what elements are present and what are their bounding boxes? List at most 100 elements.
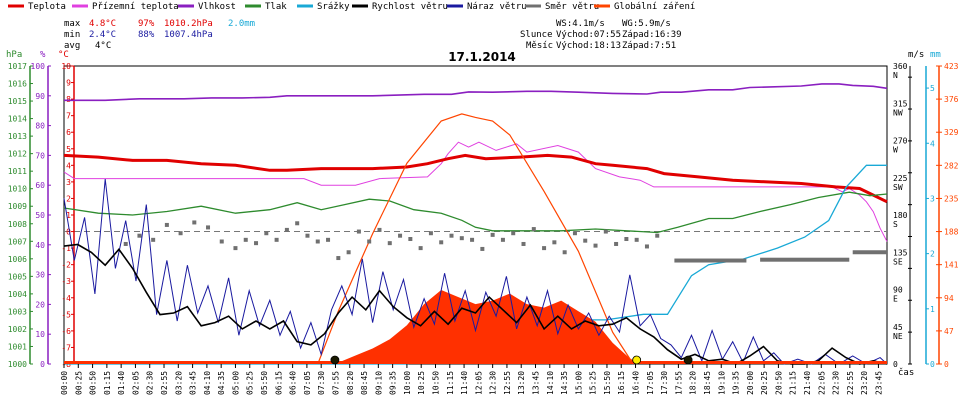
wind-dir-point-43 <box>593 243 598 248</box>
axis-pct-tick-label-7: 30 <box>35 271 45 280</box>
stats-temp-avg: 4°C <box>95 41 111 51</box>
wind-dir-point-48 <box>644 244 649 249</box>
wind-dir-point-42 <box>583 238 588 243</box>
stats-temp-min: 2.4°C <box>89 30 116 40</box>
x-tick-label-37: 15:25 <box>589 371 598 395</box>
unit-degc: °C <box>58 50 69 60</box>
x-tick-label-47: 19:35 <box>732 371 741 395</box>
axis-hpa-tick-label-6: 1011 <box>8 167 27 176</box>
x-tick-label-52: 21:40 <box>803 371 812 395</box>
axis-hpa-tick-label-4: 1013 <box>8 132 27 141</box>
wind-dir-point-4 <box>178 231 183 236</box>
axis-degc-tick-label-8: 2 <box>66 194 71 203</box>
axis-degc-tick-label-6: 4 <box>66 161 71 170</box>
axis-pct-tick-label-1: 90 <box>35 92 45 101</box>
x-tick-label-18: 07:30 <box>317 371 326 395</box>
x-tick-label-49: 20:25 <box>760 371 769 395</box>
wind-dir-point-1 <box>137 233 142 238</box>
x-tick-label-26: 10:50 <box>431 371 440 395</box>
radiation-area <box>317 290 641 364</box>
legend-label-0: Teplota <box>28 2 66 12</box>
axis-degc-tick-label-4: 6 <box>66 128 71 137</box>
stats-hum-min: 88% <box>138 30 155 40</box>
axis-mm-tick-label-3: 2 <box>930 250 935 259</box>
wind-dir-point-34 <box>500 237 505 242</box>
stats-hum-max: 97% <box>138 19 155 29</box>
x-tick-label-8: 03:20 <box>174 371 183 395</box>
axis-dir-name-1: NW <box>893 108 903 117</box>
wind-dir-point-22 <box>377 227 382 232</box>
x-tick-label-51: 21:15 <box>789 371 798 395</box>
series-wind-gust <box>63 179 888 365</box>
x-tick-label-11: 04:35 <box>217 371 226 395</box>
wind-dir-point-49 <box>655 233 660 238</box>
axis-units: hPa % °C m/s mm <box>6 50 941 60</box>
series-2 <box>63 153 888 204</box>
axis-hpa-tick-label-8: 1009 <box>8 202 27 211</box>
wind-dir-point-11 <box>264 231 269 236</box>
series-wind-speed <box>63 243 888 365</box>
axis-dir-name-3: SW <box>893 183 903 192</box>
x-tick-label-17: 07:05 <box>303 371 312 395</box>
info-sun-rise: Východ:07:55 <box>556 30 621 40</box>
radiation-baseline <box>64 361 887 364</box>
axis-hpa-tick-label-15: 1002 <box>8 325 27 334</box>
x-axis-label: čas <box>898 367 914 378</box>
wind-dir-point-8 <box>233 246 238 251</box>
wind-dir-point-38 <box>542 246 547 251</box>
wind-dir-point-25 <box>408 237 413 242</box>
axis-wm2-tick-label-4: 235 <box>944 194 959 203</box>
x-tick-label-35: 14:35 <box>560 371 569 395</box>
axis-dir-name-0: N <box>893 71 898 80</box>
axis-wm2-tick-label-7: 94 <box>944 294 954 303</box>
axis-mm-tick-label-4: 1 <box>930 305 935 314</box>
stats-temp-max: 4.8°C <box>89 19 116 29</box>
legend-label-7: Směr větru <box>545 2 599 12</box>
x-tick-label-24: 10:00 <box>403 371 412 395</box>
axis-wm2-tick-label-3: 282 <box>944 161 959 170</box>
axis-wm2-tick-label-6: 141 <box>944 261 959 270</box>
stats-label-avg: avg <box>64 41 80 51</box>
wind-dir-point-24 <box>398 233 403 238</box>
legend-label-6: Náraz větru <box>467 2 527 12</box>
stats-press-max: 1010.2hPa <box>164 19 213 29</box>
wind-dir-point-30 <box>459 236 464 241</box>
wind-dir-point-18 <box>336 256 341 261</box>
x-tick-label-40: 16:40 <box>632 371 641 395</box>
axis-dir-tick-label-6: 90 <box>893 286 903 295</box>
axis-mm-tick-label-5: 0 <box>930 360 935 369</box>
axis-degc-tick-label-12: -2 <box>61 261 71 270</box>
axis-wm2-tick-label-9: 0 <box>944 360 949 369</box>
wind-dir-point-17 <box>326 237 331 242</box>
wind-dir-point-5 <box>192 220 197 225</box>
axis-hpa-tick-label-17: 1000 <box>8 360 27 369</box>
stats-rain-max: 2.0mm <box>228 19 255 29</box>
axis-hpa-tick-label-1: 1016 <box>8 80 27 89</box>
axis-hpa-tick-label-11: 1006 <box>8 255 27 264</box>
x-tick-label-46: 19:10 <box>717 371 726 395</box>
stats-press-min: 1007.4hPa <box>164 30 213 40</box>
wind-dir-point-32 <box>480 246 485 251</box>
axis-degc-tick-label-13: -3 <box>61 277 71 286</box>
info-wg: WG:5.9m/s <box>622 19 671 29</box>
axis-degc-tick-label-17: -7 <box>61 343 71 352</box>
x-tick-label-10: 04:10 <box>203 371 212 395</box>
wind-dir-point-13 <box>284 227 289 232</box>
series-0 <box>64 83 888 102</box>
x-tick-label-33: 13:45 <box>532 371 541 395</box>
wind-dir-point-15 <box>305 233 310 238</box>
wind-dir-point-31 <box>470 237 475 242</box>
x-tick-label-4: 01:40 <box>117 371 126 395</box>
axis-pct-tick-label-2: 80 <box>35 122 45 131</box>
axis-dir-name-5: SE <box>893 257 903 266</box>
axis-pct-tick-label-6: 40 <box>35 241 45 250</box>
axis-dir-name-2: W <box>893 146 898 155</box>
wind-dir-point-40 <box>562 250 567 255</box>
axis-wm2-tick-label-1: 376 <box>944 95 959 104</box>
axis-hpa-tick-label-9: 1008 <box>8 220 27 229</box>
x-tick-label-48: 20:00 <box>746 371 755 395</box>
wind-dir-point-12 <box>274 237 279 242</box>
wind-dir-point-33 <box>490 232 495 237</box>
x-tick-label-30: 12:30 <box>489 371 498 395</box>
